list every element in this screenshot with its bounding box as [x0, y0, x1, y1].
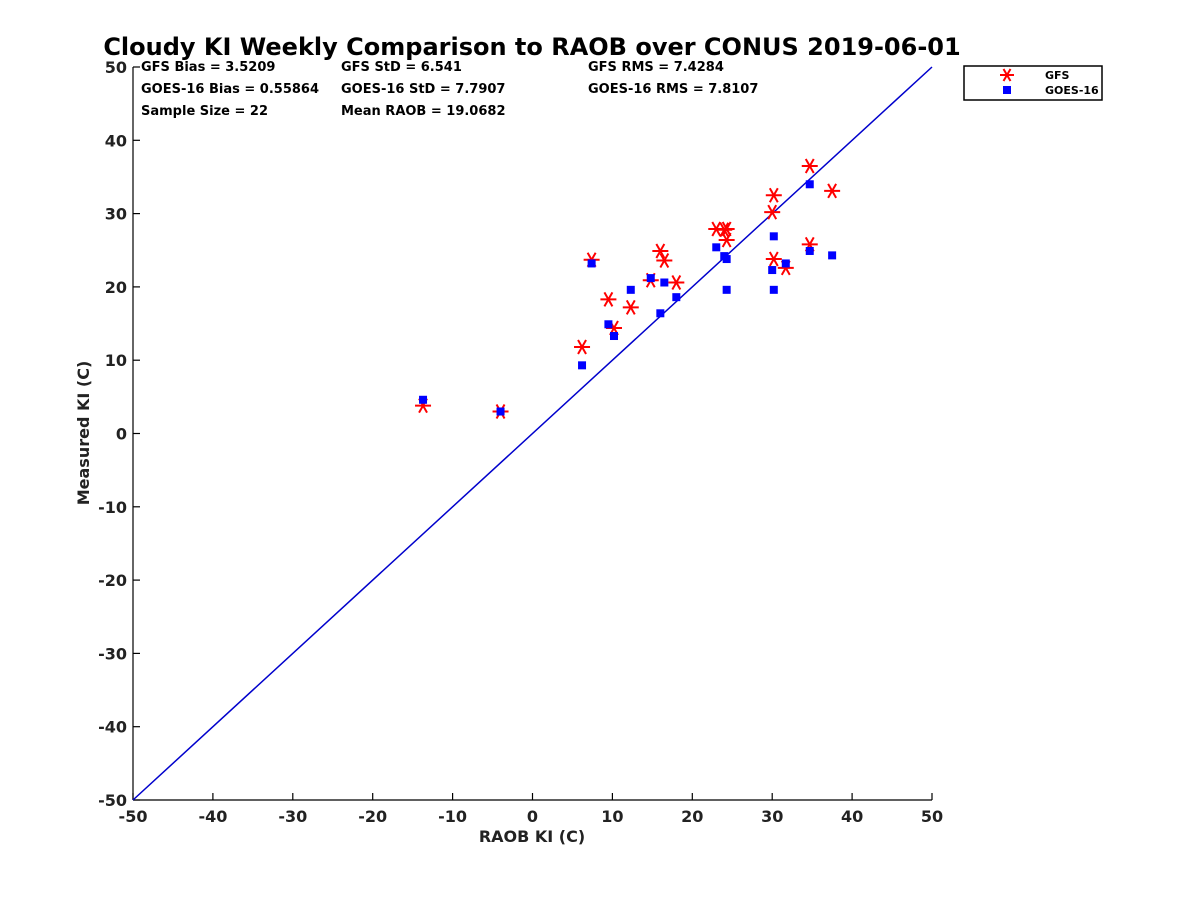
goes16-point — [672, 293, 681, 302]
legend: GFS GOES-16 — [963, 65, 1103, 101]
goes16-point — [660, 278, 669, 287]
goes16-point — [805, 180, 814, 189]
y-tick-label: 30 — [105, 205, 127, 224]
one-to-one-reference-line — [132, 66, 933, 801]
goes16-point — [722, 255, 731, 264]
x-tick-label: 10 — [601, 807, 623, 826]
x-tick-label: -40 — [198, 807, 227, 826]
x-tick-label: 50 — [921, 807, 943, 826]
gfs-point — [574, 339, 591, 355]
y-axis-ticks: -50 -40 -30 -20 -10 0 10 20 30 40 50 — [98, 58, 140, 810]
stat-gfs-bias: GFS Bias = 3.5209 — [141, 60, 275, 75]
stat-gfs-std: GFS StD = 6.541 — [341, 60, 462, 75]
gfs-point — [668, 275, 685, 290]
x-tick-label: 0 — [527, 807, 538, 826]
goes16-point — [626, 285, 635, 294]
stat-mean-raob: Mean RAOB = 19.0682 — [341, 104, 506, 119]
x-tick-label: 30 — [761, 807, 783, 826]
y-tick-label: 50 — [105, 58, 127, 77]
legend-gfs-marker — [1000, 68, 1014, 82]
y-tick-label: -50 — [98, 791, 127, 810]
x-axis-ticks: -50 -40 -30 -20 -10 0 10 20 30 40 50 — [119, 793, 943, 826]
goes16-point — [609, 332, 618, 341]
gfs-point — [801, 158, 818, 174]
chart-title: Cloudy KI Weekly Comparison to RAOB over… — [103, 33, 960, 61]
goes16-point — [769, 285, 778, 294]
gfs-point — [718, 232, 735, 248]
stat-sample-size: Sample Size = 22 — [141, 104, 268, 119]
goes16-point — [419, 395, 428, 404]
goes16-point — [781, 259, 790, 268]
gfs-point — [652, 243, 669, 259]
legend-gfs-label: GFS — [1045, 69, 1070, 82]
y-tick-label: -30 — [98, 644, 127, 663]
y-axis-label: Measured KI (C) — [74, 361, 93, 506]
stat-goes16-std: GOES-16 StD = 7.7907 — [341, 82, 505, 97]
gfs-point — [824, 183, 841, 199]
x-tick-label: -30 — [278, 807, 307, 826]
goes16-point — [722, 285, 731, 294]
legend-goes16-label: GOES-16 — [1045, 84, 1099, 97]
goes16-point — [712, 243, 721, 252]
goes16-point — [769, 232, 778, 241]
y-tick-label: 10 — [105, 351, 127, 370]
legend-goes16-marker — [1003, 86, 1011, 94]
gfs-point — [765, 251, 782, 267]
goes16-point — [805, 246, 814, 255]
x-axis-label: RAOB KI (C) — [479, 827, 585, 846]
legend-box — [963, 65, 1103, 101]
x-tick-label: -50 — [119, 807, 148, 826]
gfs-point — [765, 187, 782, 203]
stat-goes16-bias: GOES-16 Bias = 0.55864 — [141, 82, 319, 97]
series-goes16-markers — [419, 180, 837, 416]
goes16-point — [604, 320, 613, 329]
goes16-point — [768, 266, 777, 275]
y-tick-label: 20 — [105, 278, 127, 297]
x-tick-label: 40 — [841, 807, 863, 826]
goes16-point — [587, 259, 596, 268]
y-tick-label: 0 — [116, 425, 127, 444]
y-tick-label: -20 — [98, 571, 127, 590]
gfs-point — [622, 299, 639, 315]
goes16-point — [656, 309, 665, 318]
goes16-point — [496, 407, 505, 416]
gfs-point — [764, 204, 781, 220]
y-tick-label: -40 — [98, 718, 127, 737]
stat-gfs-rms: GFS RMS = 7.4284 — [588, 60, 724, 75]
goes16-point — [578, 361, 587, 370]
x-tick-label: -10 — [438, 807, 467, 826]
y-tick-label: -10 — [98, 498, 127, 517]
x-tick-label: 20 — [681, 807, 703, 826]
gfs-point — [656, 253, 673, 269]
goes16-point — [828, 251, 837, 260]
goes16-point — [646, 274, 655, 283]
gfs-point — [600, 291, 617, 307]
stat-goes16-rms: GOES-16 RMS = 7.8107 — [588, 82, 758, 97]
x-tick-label: -20 — [358, 807, 387, 826]
y-tick-label: 40 — [105, 131, 127, 150]
